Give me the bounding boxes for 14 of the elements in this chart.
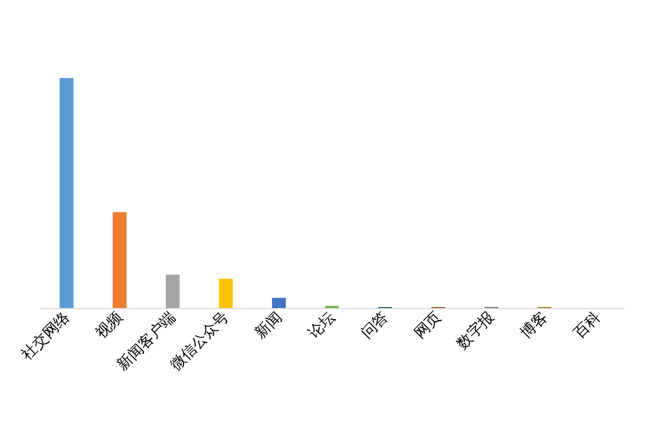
x-tick-label: 网页 [410,308,445,342]
bar [112,212,127,308]
x-tick-label: 数字报 [453,308,498,353]
bar [166,274,180,308]
x-tick-label: 论坛 [304,308,338,342]
x-tick-label: 社交网络 [18,308,73,364]
bar [272,298,286,308]
x-tick-label: 视频 [92,308,126,342]
x-tick-label: 问答 [358,308,392,342]
x-tick-label: 博客 [516,308,551,342]
bar [218,278,233,308]
bar [60,78,74,308]
x-tick-label: 新闻 [251,308,286,342]
x-tick-label: 百科 [570,308,604,342]
